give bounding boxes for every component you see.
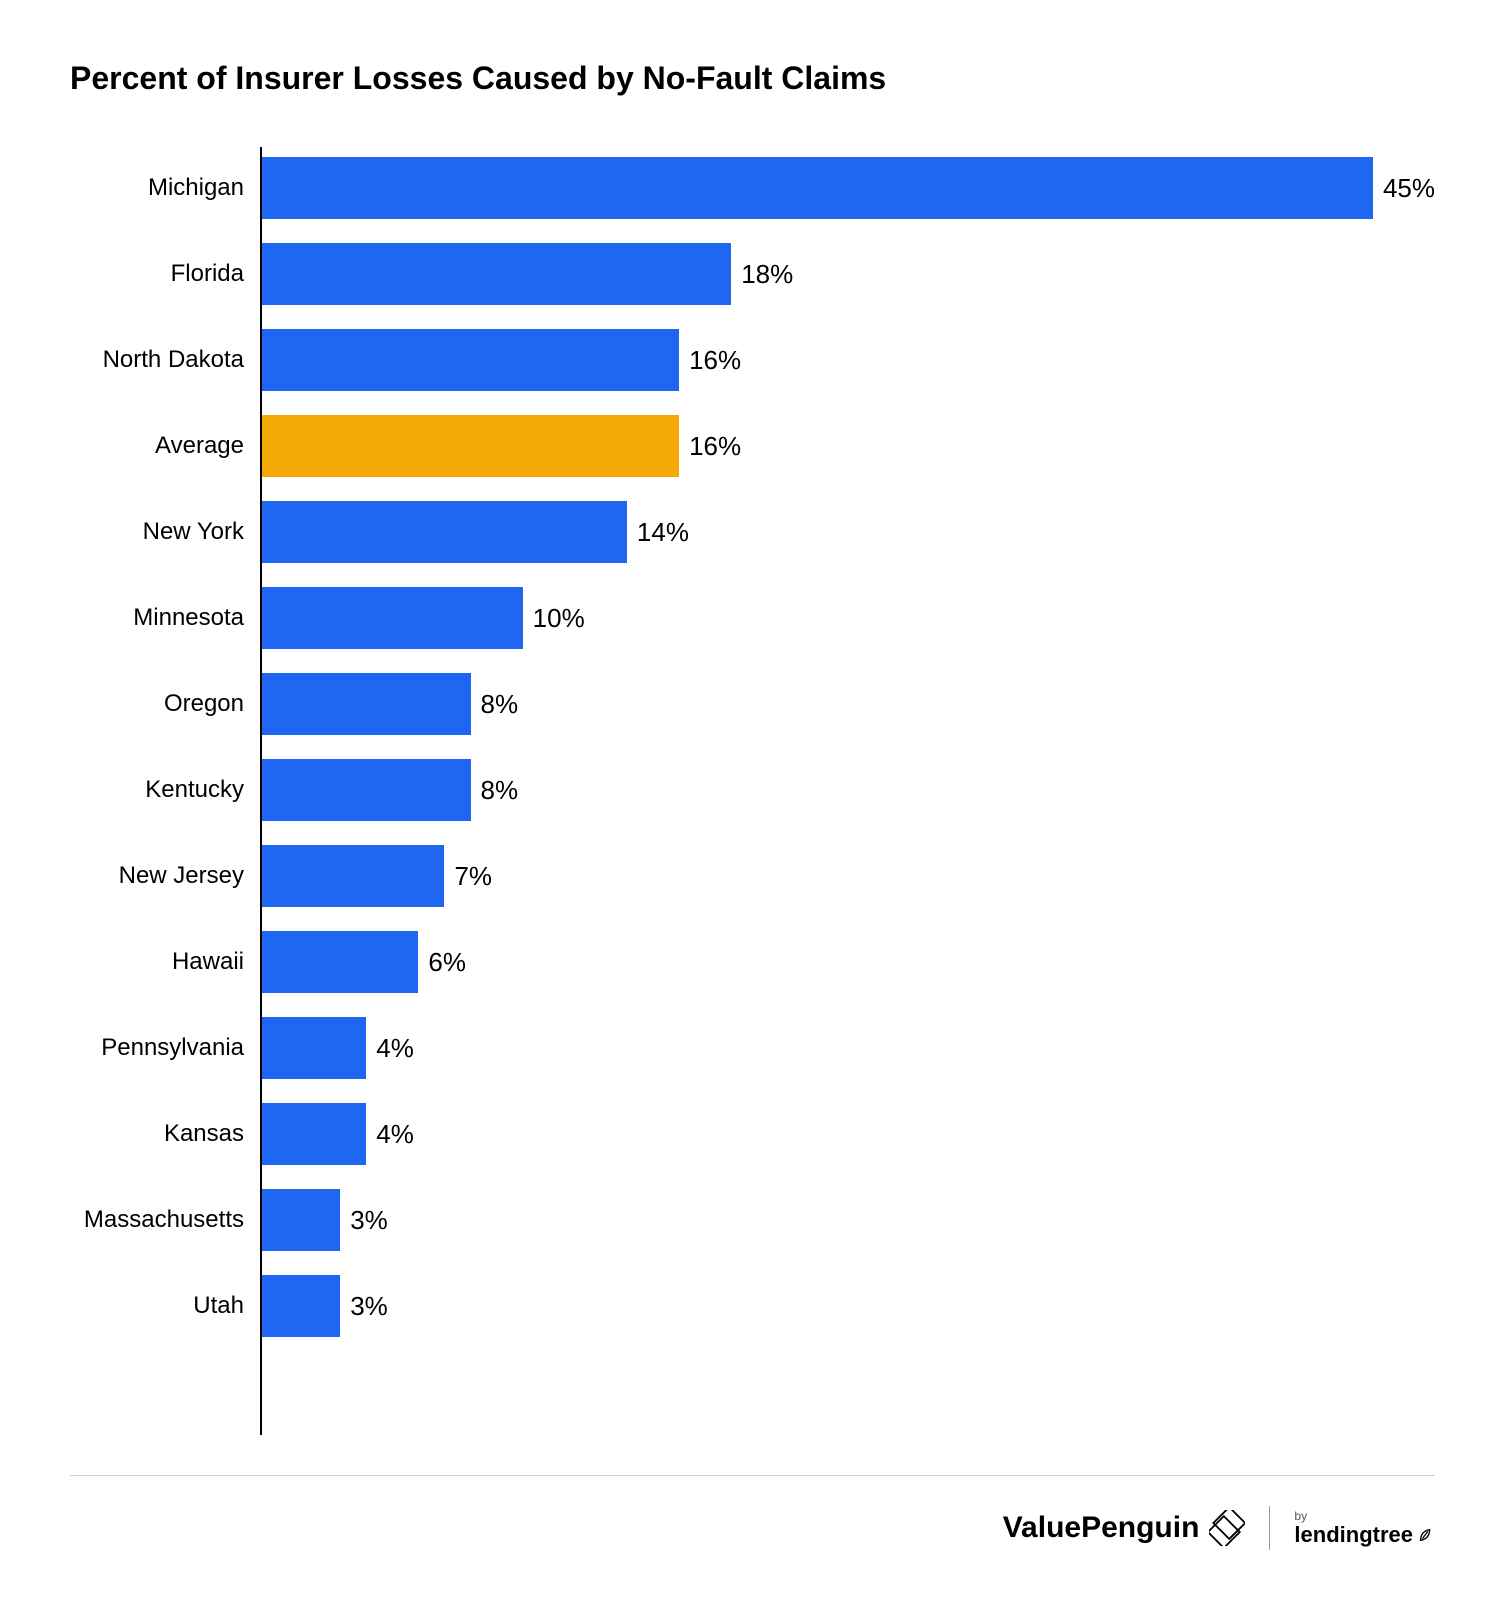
y-axis-label: Average xyxy=(70,415,244,477)
bar xyxy=(262,1275,340,1337)
y-axis-label: Massachusetts xyxy=(70,1189,244,1251)
y-axis-label: Hawaii xyxy=(70,931,244,993)
y-axis-label: New Jersey xyxy=(70,845,244,907)
brand-by-text: by xyxy=(1294,1510,1307,1522)
plot: Michigan Florida North Dakota Average New Yo… xyxy=(70,147,1435,1435)
lendingtree-leaf-icon xyxy=(1417,1526,1435,1544)
brand-lendingtree: by lendingtree xyxy=(1294,1510,1435,1546)
bars-container: 45% 18% 16% 16% 14% 10% 8% 8% 7% 6% 4% 4% 3% 3% xyxy=(260,147,1435,1435)
bar-row: 8% xyxy=(262,759,1435,821)
bar-value-label: 3% xyxy=(350,1291,388,1322)
bar xyxy=(262,415,679,477)
bar-value-label: 8% xyxy=(481,689,519,720)
bar-row: 14% xyxy=(262,501,1435,563)
y-axis-label: Florida xyxy=(70,243,244,305)
brand-divider xyxy=(1269,1506,1270,1550)
bar-row: 3% xyxy=(262,1189,1435,1251)
brand-valuepenguin-text: ValuePenguin xyxy=(1003,1511,1200,1545)
bar xyxy=(262,501,627,563)
bar xyxy=(262,157,1373,219)
bar xyxy=(262,759,471,821)
chart-title: Percent of Insurer Losses Caused by No-F… xyxy=(70,60,1435,97)
y-axis-label: Pennsylvania xyxy=(70,1017,244,1079)
bar-row: 7% xyxy=(262,845,1435,907)
bar-value-label: 14% xyxy=(637,517,689,548)
bar-row: 16% xyxy=(262,415,1435,477)
bar-value-label: 3% xyxy=(350,1205,388,1236)
bar xyxy=(262,1017,366,1079)
bar-value-label: 6% xyxy=(428,947,466,978)
bar xyxy=(262,1189,340,1251)
valuepenguin-logo-icon xyxy=(1209,1510,1245,1546)
bar xyxy=(262,329,679,391)
bar-row: 18% xyxy=(262,243,1435,305)
bar-value-label: 45% xyxy=(1383,173,1435,204)
bar-row: 10% xyxy=(262,587,1435,649)
bar-row: 4% xyxy=(262,1017,1435,1079)
y-axis-label: Michigan xyxy=(70,157,244,219)
brand-valuepenguin: ValuePenguin xyxy=(1003,1510,1246,1546)
bar xyxy=(262,1103,366,1165)
bar-value-label: 7% xyxy=(454,861,492,892)
bar-row: 8% xyxy=(262,673,1435,735)
bar xyxy=(262,673,471,735)
bar xyxy=(262,243,731,305)
y-axis-label: New York xyxy=(70,501,244,563)
bar-value-label: 10% xyxy=(533,603,585,634)
bar-value-label: 8% xyxy=(481,775,519,806)
y-axis-label: Kansas xyxy=(70,1103,244,1165)
bar-value-label: 4% xyxy=(376,1033,414,1064)
bar xyxy=(262,845,444,907)
bar xyxy=(262,587,523,649)
y-axis-labels: Michigan Florida North Dakota Average New Yo… xyxy=(70,147,260,1435)
y-axis-label: North Dakota xyxy=(70,329,244,391)
bar-row: 6% xyxy=(262,931,1435,993)
bar-row: 3% xyxy=(262,1275,1435,1337)
bar-row: 4% xyxy=(262,1103,1435,1165)
y-axis-label: Minnesota xyxy=(70,587,244,649)
bar-row: 16% xyxy=(262,329,1435,391)
y-axis-label: Utah xyxy=(70,1275,244,1337)
y-axis-label: Kentucky xyxy=(70,759,244,821)
footer: ValuePenguin by lendingtree xyxy=(70,1475,1435,1550)
bar xyxy=(262,931,418,993)
y-axis-label: Oregon xyxy=(70,673,244,735)
brand-lendingtree-text: lendingtree xyxy=(1294,1524,1413,1546)
bar-value-label: 4% xyxy=(376,1119,414,1150)
bar-value-label: 18% xyxy=(741,259,793,290)
bar-value-label: 16% xyxy=(689,431,741,462)
bar-value-label: 16% xyxy=(689,345,741,376)
chart-area: Michigan Florida North Dakota Average New Yo… xyxy=(70,147,1435,1435)
bar-row: 45% xyxy=(262,157,1435,219)
